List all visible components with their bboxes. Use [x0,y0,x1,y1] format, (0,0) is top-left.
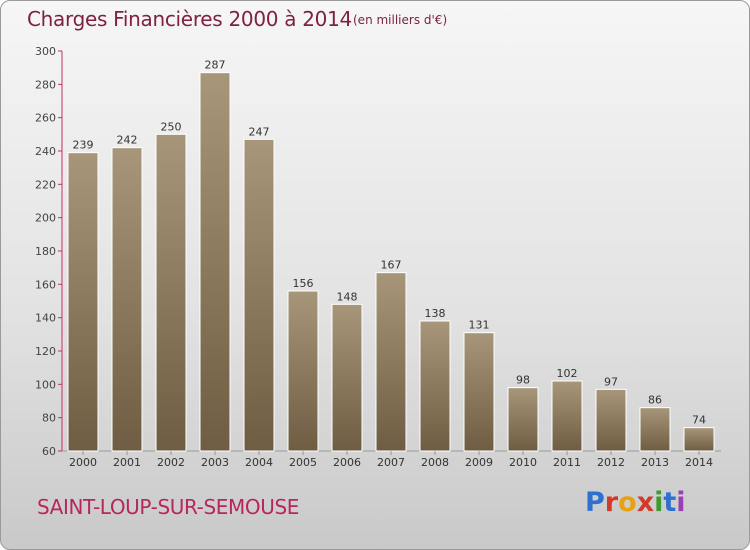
bar [199,72,231,452]
y-tick-label: 100 [35,378,56,391]
y-tick-label: 180 [35,245,56,258]
bar [551,380,583,452]
y-tick-label: 60 [42,445,56,458]
data-label: 287 [205,59,226,72]
data-label: 98 [516,374,530,387]
bar [331,303,363,452]
data-label: 102 [557,367,578,380]
data-label: 97 [604,375,618,388]
bar [111,147,143,452]
bar [155,133,187,452]
chart-title: Charges Financières 2000 à 2014 [27,7,352,31]
bar [67,152,99,452]
x-tick-label: 2001 [113,456,141,469]
x-tick-label: 2010 [509,456,537,469]
y-tick-label: 200 [35,212,56,225]
bar [683,427,715,452]
data-label: 131 [469,319,490,332]
x-tick-label: 2011 [553,456,581,469]
y-tick-label: 240 [35,145,56,158]
x-tick-label: 2006 [333,456,361,469]
bar [595,388,627,452]
bar [419,320,451,452]
data-label: 74 [692,414,706,427]
y-tick-label: 120 [35,345,56,358]
data-label: 239 [73,139,94,152]
x-tick-label: 2012 [597,456,625,469]
data-label: 242 [117,134,138,147]
x-tick-label: 2007 [377,456,405,469]
logo-letter: o [618,487,637,518]
x-tick-label: 2013 [641,456,669,469]
bar [287,290,319,452]
x-tick-label: 2004 [245,456,273,469]
logo-letter: i [654,487,664,518]
data-label: 247 [249,125,270,138]
bar [243,138,275,452]
bar [375,272,407,452]
logo-letter: r [604,487,619,518]
y-tick-label: 80 [42,412,56,425]
data-label: 148 [337,290,358,303]
bar [639,407,671,452]
data-label: 250 [161,120,182,133]
y-tick-label: 300 [35,45,56,58]
x-tick-label: 2003 [201,456,229,469]
x-tick-label: 2014 [685,456,713,469]
y-tick-label: 220 [35,178,56,191]
proxiti-logo: Proxiti [585,487,686,518]
logo-letter: i [676,487,686,518]
logo-letter: t [663,487,677,518]
data-label: 86 [648,394,662,407]
x-tick-label: 2009 [465,456,493,469]
bar [463,332,495,452]
data-label: 156 [293,277,314,290]
x-tick-label: 2008 [421,456,449,469]
x-tick-label: 2002 [157,456,185,469]
logo-letter: P [585,487,605,518]
city-name: SAINT-LOUP-SUR-SEMOUSE [37,495,299,519]
x-tick-label: 2005 [289,456,317,469]
bar [507,387,539,452]
y-tick-label: 280 [35,78,56,91]
x-tick-label: 2000 [69,456,97,469]
chart-subtitle: (en milliers d'€) [353,13,448,27]
y-tick-label: 160 [35,278,56,291]
y-tick-label: 260 [35,112,56,125]
data-label: 167 [381,259,402,272]
logo-letter: x [636,487,655,518]
data-label: 138 [425,307,446,320]
y-tick-label: 140 [35,312,56,325]
